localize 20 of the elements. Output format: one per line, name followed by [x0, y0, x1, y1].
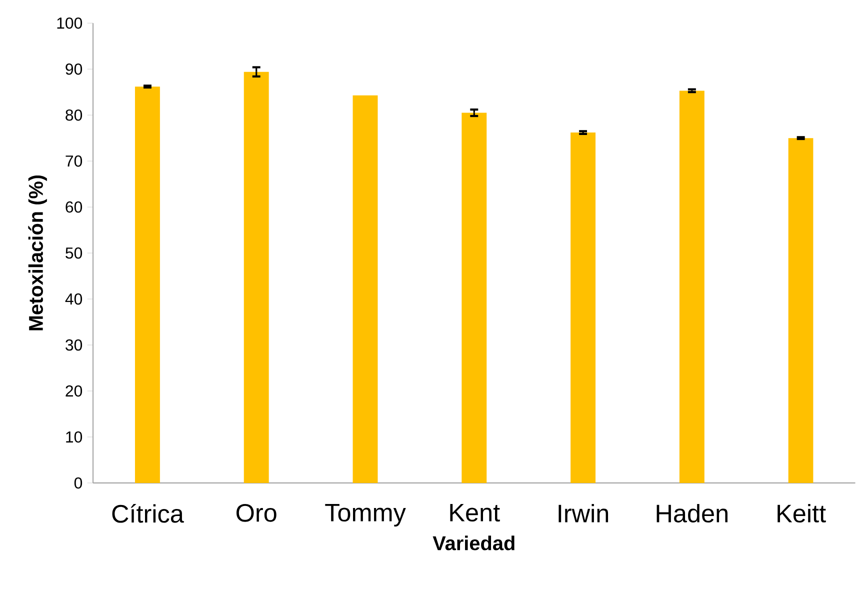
y-tick-label: 0: [74, 477, 82, 489]
x-tick-label: Tommy: [325, 504, 406, 527]
y-tick-label: 90: [66, 63, 82, 75]
y-tick-label: 30: [66, 339, 82, 351]
x-tick-label: Haden: [656, 504, 728, 522]
y-tick-label: 10: [66, 431, 82, 443]
y-tick-label: 50: [66, 247, 82, 259]
y-tick-label: 60: [66, 201, 82, 213]
y-tick-label: 70: [66, 155, 82, 167]
x-tick-label: Keitt: [778, 504, 826, 522]
y-axis-title: Metoxilación (%): [28, 175, 47, 330]
x-tick-label: Irwin: [558, 504, 608, 522]
x-axis-title: Variedad: [432, 536, 514, 550]
x-tick-label: Cítrica: [112, 504, 184, 523]
x-tick-label: Oro: [236, 504, 276, 522]
y-tick-label: 40: [65, 293, 82, 305]
y-tick-label: 20: [66, 385, 82, 397]
y-tick-label: 100: [57, 17, 82, 29]
x-tick-label: Kent: [450, 504, 500, 522]
y-tick-label: 80: [66, 109, 82, 121]
